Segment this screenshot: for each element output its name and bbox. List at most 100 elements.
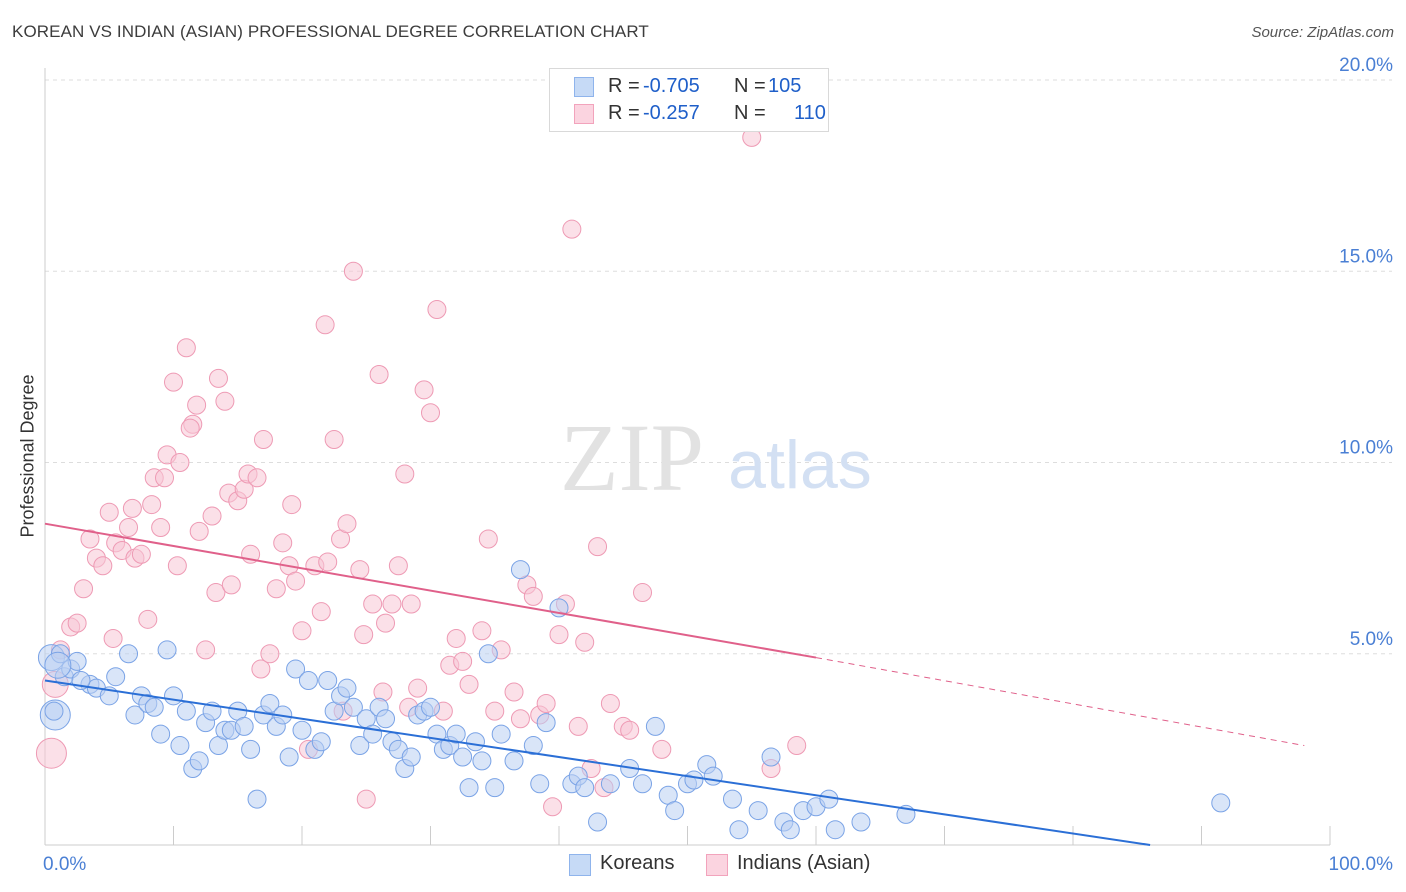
korean-point <box>665 801 685 821</box>
bottom-legend-label-indians: Indians (Asian) <box>737 852 871 874</box>
indian-point <box>633 583 653 603</box>
watermark-zip: ZIP <box>560 404 704 511</box>
indian-point <box>99 502 119 522</box>
korean-point <box>44 651 72 679</box>
korean-point <box>151 724 171 744</box>
x-tick-label: 0.0% <box>43 854 86 875</box>
korean-point <box>575 778 595 798</box>
korean-point <box>446 724 466 744</box>
indian-point <box>122 498 142 518</box>
indian-point <box>356 789 376 809</box>
indian-point <box>93 556 113 576</box>
indian-point <box>189 521 209 541</box>
korean-point <box>453 747 473 767</box>
korean-point <box>176 701 196 721</box>
indian-point <box>600 693 620 713</box>
korean-point <box>748 801 768 821</box>
bottom-legend-swatch-indians <box>706 854 728 876</box>
korean-point <box>459 778 479 798</box>
indian-point <box>286 571 306 591</box>
indian-point <box>247 468 267 488</box>
korean-point <box>633 774 653 794</box>
indian-point <box>421 403 440 423</box>
indian-point <box>167 556 187 576</box>
indian-point <box>170 453 190 472</box>
indian-point <box>74 579 94 599</box>
correlation-legend: R = -0.705 N = 105 R = -0.257 N = 110 <box>549 68 829 132</box>
korean-point <box>722 789 742 809</box>
korean-point <box>164 686 183 706</box>
indian-point <box>510 709 530 729</box>
indian-point <box>187 395 207 415</box>
indian-point <box>588 537 608 557</box>
watermark-atlas: atlas <box>728 427 872 503</box>
indian-point <box>180 418 200 438</box>
korean-point <box>421 697 440 717</box>
indian-point <box>266 579 286 599</box>
indian-point <box>543 797 563 817</box>
korean-point <box>170 736 190 756</box>
korean-point <box>600 774 620 794</box>
indian-point <box>523 586 543 606</box>
indian-point <box>652 739 672 759</box>
y-tick-label: 5.0% <box>1350 629 1393 650</box>
bottom-legend-label-koreans: Koreans <box>600 852 675 874</box>
indian-point <box>196 640 216 660</box>
korean-point <box>298 671 318 691</box>
indian-point <box>343 261 363 281</box>
indian-point <box>119 518 139 538</box>
indian-point <box>282 495 302 515</box>
korean-point <box>485 778 505 798</box>
legend-n-value: 110 <box>794 102 826 124</box>
korean-point <box>510 560 530 580</box>
indian-point <box>176 338 196 358</box>
indian-point <box>337 514 357 534</box>
korean-point <box>241 739 261 759</box>
indian-point <box>202 506 222 526</box>
indian-point <box>354 625 374 645</box>
korean-point <box>851 812 871 832</box>
legend-r-value: -0.705 <box>643 75 700 97</box>
chart-title: KOREAN VS INDIAN (ASIAN) PROFESSIONAL DE… <box>12 22 649 41</box>
indian-point <box>208 368 228 388</box>
legend-r-label: R = <box>608 102 640 124</box>
indian-point <box>446 628 466 648</box>
indian-point <box>787 736 807 756</box>
korean-point <box>343 697 363 717</box>
korean-point <box>1211 793 1231 813</box>
y-tick-label: 15.0% <box>1339 246 1393 267</box>
korean-point <box>523 736 543 756</box>
indian-point <box>251 659 271 679</box>
indian-point <box>155 468 175 488</box>
indian-point <box>395 464 415 484</box>
bottom-legend-swatch-koreans <box>569 854 591 876</box>
indian-point <box>388 556 408 576</box>
indians-trend-line <box>44 522 817 659</box>
tick-labels: 5.0% 10.0% 15.0% 20.0% 0.0% 100.0% <box>43 55 1393 875</box>
indian-point <box>138 609 158 629</box>
korean-point <box>144 697 164 717</box>
korean-point <box>761 747 781 767</box>
indian-point <box>363 594 383 614</box>
korean-point <box>825 820 845 840</box>
korean-point <box>588 812 608 832</box>
indian-point <box>459 674 479 694</box>
korean-point <box>472 751 492 771</box>
korean-point <box>337 678 357 698</box>
indian-point <box>35 737 67 769</box>
legend-swatch-koreans <box>574 77 594 97</box>
korean-point <box>530 774 550 794</box>
indian-point <box>318 552 338 572</box>
trend-lines <box>44 522 1305 846</box>
grid-lines <box>45 79 1392 655</box>
indian-point <box>260 644 280 664</box>
x-tick-label: 100.0% <box>1329 854 1394 875</box>
korean-point <box>350 736 370 756</box>
series-koreans-points <box>37 560 1231 840</box>
korean-point <box>311 732 331 752</box>
indian-point <box>221 575 241 595</box>
korean-point <box>536 713 556 733</box>
indian-point <box>206 583 226 603</box>
indian-point <box>324 430 344 450</box>
indian-point <box>472 621 492 641</box>
